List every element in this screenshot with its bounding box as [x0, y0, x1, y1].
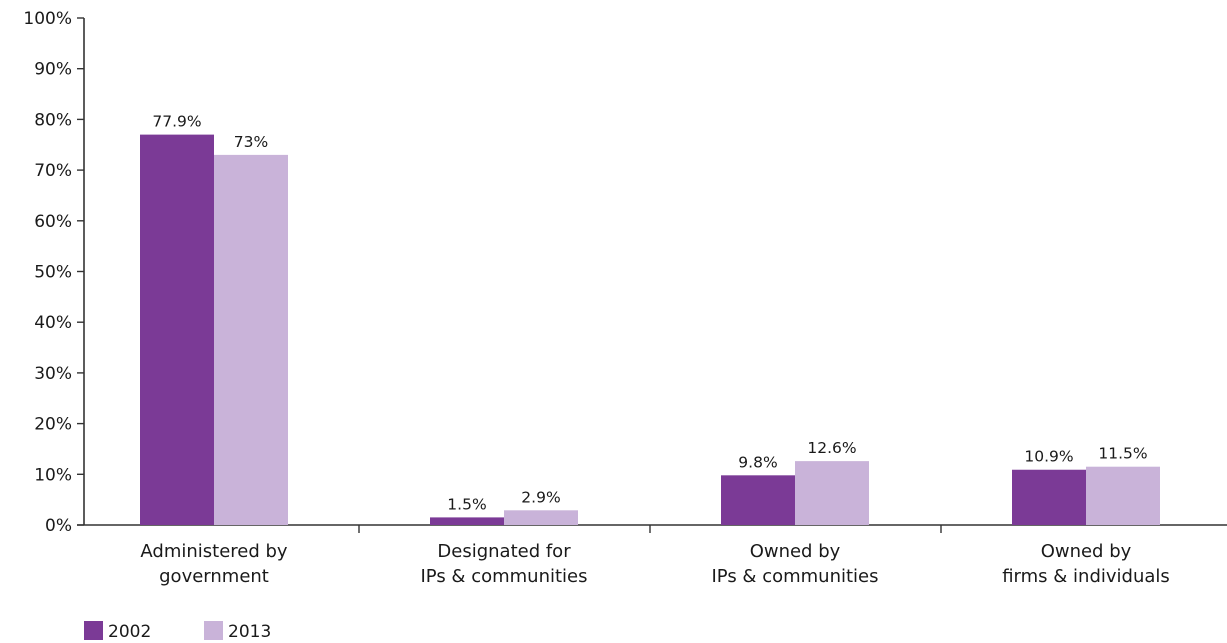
x-category-label: IPs & communities	[420, 566, 587, 587]
y-tick-label: 30%	[34, 364, 72, 384]
x-category-label: government	[159, 566, 269, 587]
y-tick-label: 50%	[34, 263, 72, 283]
legend-label: 2013	[228, 622, 271, 642]
bar-2013	[1086, 466, 1160, 525]
y-tick-label: 100%	[23, 9, 72, 29]
legend-swatch-2002	[84, 621, 103, 640]
x-category-label: Owned by	[750, 541, 841, 562]
bars	[140, 134, 1160, 526]
data-label-2013: 11.5%	[1098, 445, 1147, 463]
y-tick-label: 40%	[34, 313, 72, 333]
legend: 2002 2013	[84, 621, 271, 642]
bar-2002	[721, 475, 795, 525]
y-tick-label: 70%	[34, 161, 72, 181]
bar-2013	[795, 461, 869, 525]
data-labels: 77.9% 1.5% 9.8% 10.9% 73% 2.9% 12.6% 11.5%	[152, 113, 1147, 514]
y-tick-label: 80%	[34, 110, 72, 130]
data-label-2013: 12.6%	[807, 439, 856, 457]
data-label-2002: 10.9%	[1024, 448, 1073, 466]
x-category-label: firms & individuals	[1002, 566, 1170, 587]
y-tick-label: 60%	[34, 212, 72, 232]
data-label-2002: 77.9%	[152, 113, 201, 131]
bar-2002	[1012, 469, 1086, 525]
legend-label: 2002	[108, 622, 151, 642]
y-tick-label: 90%	[34, 60, 72, 80]
data-label-2013: 2.9%	[521, 488, 560, 506]
legend-swatch-2013	[204, 621, 223, 640]
y-tick-label: 0%	[45, 516, 72, 536]
y-tick-label: 20%	[34, 415, 72, 435]
x-category-label: Designated for	[437, 541, 571, 562]
x-category-label: IPs & communities	[711, 566, 878, 587]
data-label-2002: 9.8%	[738, 453, 777, 471]
x-category-label: Owned by	[1041, 541, 1132, 562]
x-axis: Administered by government Designated for I…	[77, 524, 1227, 587]
bar-2002	[430, 517, 504, 525]
data-label-2013: 73%	[234, 133, 268, 151]
x-category-label: Administered by	[140, 541, 288, 562]
data-label-2002: 1.5%	[447, 495, 486, 513]
y-tick-label: 10%	[34, 465, 72, 485]
y-axis: 0% 10% 20% 30% 40% 50% 60% 70% 80% 90% 100%	[23, 9, 85, 536]
bar-2013	[214, 154, 288, 525]
bar-2013	[504, 510, 578, 525]
bar-2002	[140, 134, 214, 526]
